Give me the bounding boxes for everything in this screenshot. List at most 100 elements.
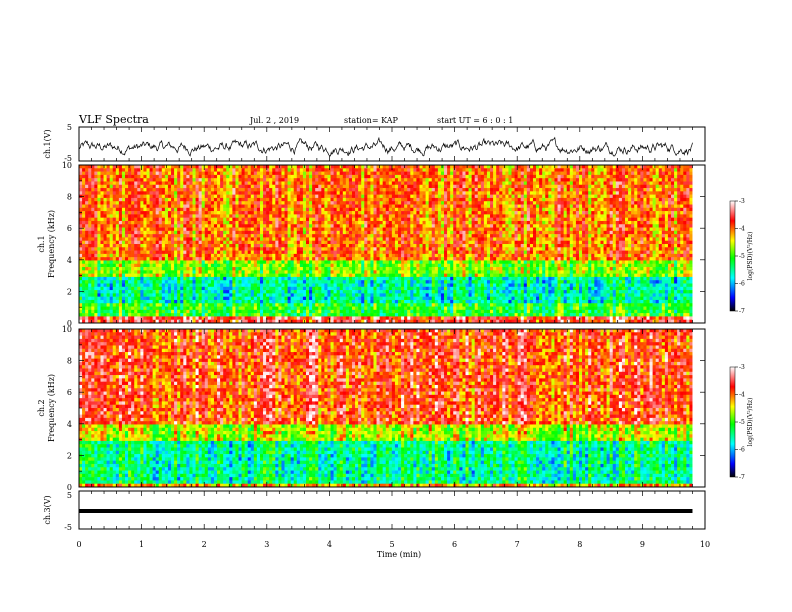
spectrogram-cell — [551, 224, 555, 228]
spectrogram-cell — [167, 220, 172, 225]
spectrogram-cell — [192, 188, 196, 192]
spectrogram-cell — [677, 234, 681, 238]
spectrogram-cell — [235, 234, 239, 238]
spectrogram-cell — [661, 178, 666, 182]
spectrogram-cell — [167, 197, 172, 202]
spectrogram-cell — [603, 204, 607, 209]
spectrogram-cell — [321, 171, 325, 176]
spectrogram-cell — [683, 197, 687, 202]
spectrogram-cell — [158, 224, 163, 228]
spectrogram-cell — [425, 184, 429, 189]
spectrogram-cell — [103, 204, 107, 209]
spectrogram-cell — [483, 234, 488, 238]
spectrogram-cell — [290, 227, 295, 232]
spectrogram-cell — [324, 244, 328, 248]
spectrogram-cell — [637, 220, 641, 225]
spectrogram-cell — [631, 181, 635, 186]
spectrogram-cell — [407, 214, 411, 218]
spectrogram-cell — [195, 234, 199, 238]
spectrogram-cell — [422, 214, 426, 218]
spectrogram-cell — [134, 211, 138, 215]
spectrogram-cell — [299, 214, 304, 218]
spectrogram-cell — [536, 224, 540, 228]
spectrogram-cell — [625, 188, 629, 192]
spectrogram-cell — [250, 184, 255, 189]
spectrogram-cell — [548, 191, 552, 195]
spectrogram-cell — [520, 184, 525, 189]
spectrogram-cell — [241, 224, 245, 228]
spectrogram-cell — [554, 220, 558, 225]
spectrogram-cell — [244, 204, 249, 209]
spectrogram-cell — [508, 224, 512, 228]
spectrogram-cell — [364, 191, 368, 195]
spectrogram-cell — [569, 168, 574, 172]
spectrogram-cell — [330, 171, 334, 176]
spectrogram-cell — [490, 240, 494, 245]
spectrogram-cell — [100, 201, 104, 205]
spectrogram-cell — [431, 201, 436, 205]
spectrogram-cell — [198, 207, 202, 212]
spectrogram-cell — [661, 214, 666, 218]
spectrogram-cell — [465, 174, 469, 179]
spectrogram-cell — [542, 240, 546, 245]
spectrogram-cell — [686, 201, 690, 205]
spectrogram-cell — [394, 165, 399, 169]
spectrogram-cell — [671, 184, 675, 189]
spectrogram-cell — [554, 165, 558, 169]
spectrogram-cell — [661, 194, 666, 199]
spectrogram-cell — [284, 240, 288, 245]
spectrogram-cell — [195, 204, 199, 209]
spectrogram-cell — [416, 194, 420, 199]
spectrogram-cell — [532, 224, 537, 228]
spectrogram-cell — [526, 178, 531, 182]
spectrogram-cell — [79, 220, 83, 225]
spectrogram-cell — [652, 197, 656, 202]
spectrogram-cell — [385, 174, 390, 179]
spectrogram-cell — [232, 191, 236, 195]
spectrogram-cell — [493, 197, 497, 202]
spectrogram-cell — [284, 201, 288, 205]
spectrogram-cell — [364, 197, 368, 202]
spectrogram-cell — [502, 184, 506, 189]
spectrogram-cell — [88, 201, 92, 205]
spectrogram-cell — [603, 240, 607, 245]
spectrogram-cell — [333, 174, 337, 179]
spectrogram-cell — [109, 240, 114, 245]
spectrogram-cell — [296, 214, 301, 218]
spectrogram-cell — [563, 234, 568, 238]
spectrogram-cell — [499, 191, 503, 195]
spectrogram-cell — [609, 178, 614, 182]
spectrogram-cell — [425, 220, 429, 225]
spectrogram-cell — [511, 211, 515, 215]
spectrogram-cell — [551, 197, 555, 202]
spectrogram-cell — [118, 194, 123, 199]
spectrogram-cell — [486, 191, 491, 195]
spectrogram-cell — [480, 165, 485, 169]
spectrogram-cell — [625, 191, 629, 195]
spectrogram-cell — [532, 171, 537, 176]
spectrogram-cell — [106, 214, 110, 218]
spectrogram-cell — [253, 220, 258, 225]
spectrogram-cell — [388, 234, 393, 238]
spectrogram-cell — [456, 207, 460, 212]
spectrogram-cell — [352, 165, 356, 169]
spectrogram-cell — [250, 178, 255, 182]
spectrogram-cell — [85, 244, 89, 248]
spectrogram-cell — [296, 220, 301, 225]
spectrogram-cell — [585, 184, 589, 189]
spectrogram-cell — [398, 237, 402, 242]
spectrogram-cell — [244, 207, 249, 212]
spectrogram-cell — [572, 224, 577, 228]
spectrogram-cell — [520, 188, 525, 192]
spectrogram-cell — [164, 178, 169, 182]
spectrogram-cell — [621, 220, 626, 225]
spectrogram-cell — [167, 214, 172, 218]
spectrogram-cell — [128, 230, 132, 235]
spectrogram-cell — [284, 174, 288, 179]
spectrogram-cell — [563, 214, 568, 218]
spectrogram-cell — [520, 234, 525, 238]
spectrogram-cell — [511, 240, 515, 245]
spectrogram-cell — [352, 197, 356, 202]
spectrogram-cell — [431, 178, 436, 182]
spectrogram-cell — [379, 194, 383, 199]
